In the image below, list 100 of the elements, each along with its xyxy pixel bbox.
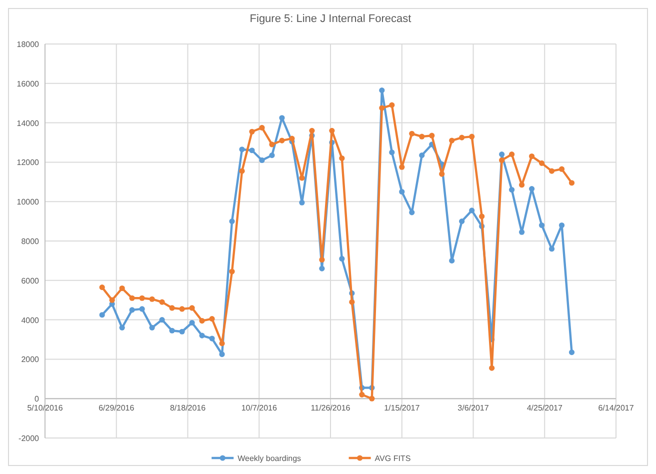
point [299, 175, 305, 181]
point [459, 218, 465, 224]
point [289, 136, 295, 142]
point [189, 320, 195, 326]
point [119, 285, 125, 292]
point [528, 153, 535, 160]
y-tick-label: 16000 [16, 79, 40, 88]
y-tick-label: 8000 [21, 237, 40, 246]
point [219, 351, 225, 358]
point [518, 182, 525, 188]
point [339, 256, 345, 262]
point [518, 229, 525, 235]
point [219, 340, 225, 346]
x-tick-label: 4/25/2017 [526, 404, 563, 413]
x-tick-label: 11/26/2016 [310, 404, 351, 413]
point [359, 392, 365, 398]
point [389, 150, 395, 156]
point [469, 208, 475, 214]
point [409, 210, 415, 216]
point [329, 128, 335, 134]
point [169, 305, 175, 311]
point [149, 324, 155, 330]
point [279, 115, 285, 121]
point [159, 317, 165, 323]
legend-label: Weekly boardings [238, 454, 302, 463]
point [369, 396, 375, 402]
point [399, 164, 405, 170]
point [249, 128, 255, 134]
point [189, 305, 195, 311]
point [538, 222, 545, 228]
point [129, 307, 135, 313]
x-tick-label: 1/15/2017 [384, 404, 420, 413]
legend-label: AVG FITS [374, 454, 411, 463]
point [349, 299, 355, 305]
point [99, 284, 105, 290]
point [139, 295, 145, 301]
y-tick-label: 12000 [16, 158, 40, 168]
point [499, 152, 505, 158]
y-tick-label: 18000 [16, 40, 40, 49]
point [269, 142, 275, 148]
y-tick-label: 14000 [16, 118, 40, 128]
point [99, 312, 105, 318]
point [179, 328, 185, 334]
point [419, 134, 425, 140]
point [379, 105, 385, 111]
x-tick-label: 10/7/2016 [241, 404, 278, 413]
point [489, 365, 495, 371]
point [259, 157, 265, 164]
point [548, 246, 555, 252]
point [538, 160, 545, 166]
point [319, 256, 325, 263]
y-tick-label: 10000 [16, 198, 40, 207]
point [508, 186, 515, 193]
point [449, 138, 455, 144]
point [199, 332, 205, 338]
point [319, 266, 325, 272]
y-tick-label: 4000 [21, 316, 40, 325]
point [239, 146, 245, 152]
point [568, 180, 575, 186]
chart-title: Figure 5: Line J Internal Forecast [250, 13, 412, 25]
point [548, 168, 555, 174]
point [459, 134, 465, 140]
point [129, 295, 135, 301]
point [568, 350, 575, 356]
point [339, 155, 345, 162]
point [429, 132, 435, 138]
point [179, 306, 185, 312]
point [269, 152, 275, 158]
point [439, 171, 445, 177]
point [469, 134, 475, 140]
point [159, 299, 165, 305]
point [279, 138, 285, 144]
point [149, 296, 155, 302]
point [209, 316, 215, 322]
point [499, 157, 505, 164]
point [379, 87, 385, 94]
point [259, 124, 265, 131]
point [479, 214, 485, 220]
point [399, 188, 405, 195]
point [109, 297, 115, 303]
y-tick-label: 0 [34, 394, 40, 404]
point [449, 258, 455, 264]
point [508, 152, 515, 158]
point [419, 152, 425, 158]
x-tick-label: 5/10/2016 [27, 404, 64, 413]
point [169, 328, 175, 334]
y-tick-label: 6000 [21, 276, 40, 286]
x-tick-label: 6/29/2016 [98, 404, 135, 413]
point [558, 222, 565, 228]
point [249, 148, 255, 154]
x-tick-label: 3/6/2017 [458, 404, 490, 413]
point [239, 168, 245, 174]
point [229, 268, 235, 274]
point [209, 336, 215, 342]
x-tick-label: 6/14/2017 [598, 404, 634, 413]
point [139, 306, 145, 312]
point [309, 128, 315, 134]
point [389, 102, 395, 108]
y-tick-label: 2000 [21, 355, 40, 364]
point [199, 318, 205, 324]
